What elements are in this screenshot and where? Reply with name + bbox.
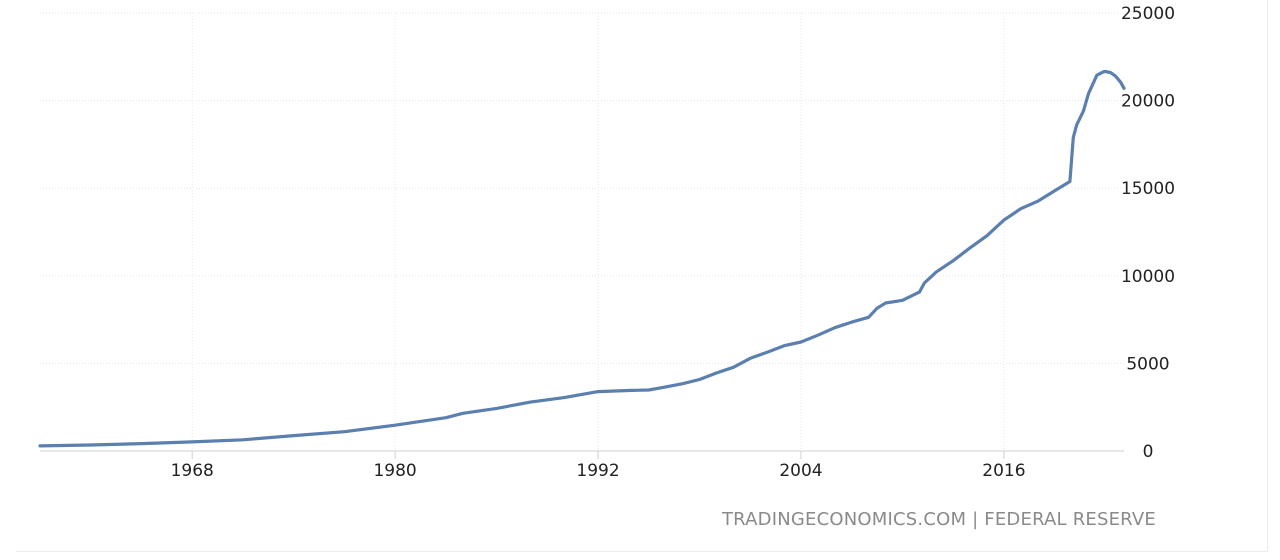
line-chart: 0 5000 10000 15000 20000 25000 1968 1980 1992 200…: [38, 4, 1175, 481]
y-tick-label: 25000: [1121, 4, 1175, 24]
x-tick-label: 1980: [373, 461, 416, 481]
grid-layer: [40, 12, 1124, 451]
x-tick-label: 1968: [171, 461, 214, 481]
y-tick-label: 15000: [1121, 179, 1175, 199]
series-line[interactable]: [38, 69, 1126, 448]
x-tick-label: 1992: [576, 461, 619, 481]
y-tick-label: 20000: [1121, 92, 1175, 112]
x-tick-label: 2004: [779, 461, 822, 481]
y-tick-label: 5000: [1126, 354, 1169, 374]
chart-frame: 0 5000 10000 15000 20000 25000 1968 1980 1992 200…: [16, 0, 1268, 552]
y-tick-label: 10000: [1121, 267, 1175, 287]
x-tick-label: 2016: [982, 461, 1025, 481]
y-tick-label: 0: [1143, 442, 1154, 462]
series-layer: [38, 69, 1126, 448]
source-attribution[interactable]: TRADINGECONOMICS.COM | FEDERAL RESERVE: [721, 509, 1156, 530]
tick-layer: 0 5000 10000 15000 20000 25000 1968 1980 1992 200…: [40, 4, 1175, 481]
